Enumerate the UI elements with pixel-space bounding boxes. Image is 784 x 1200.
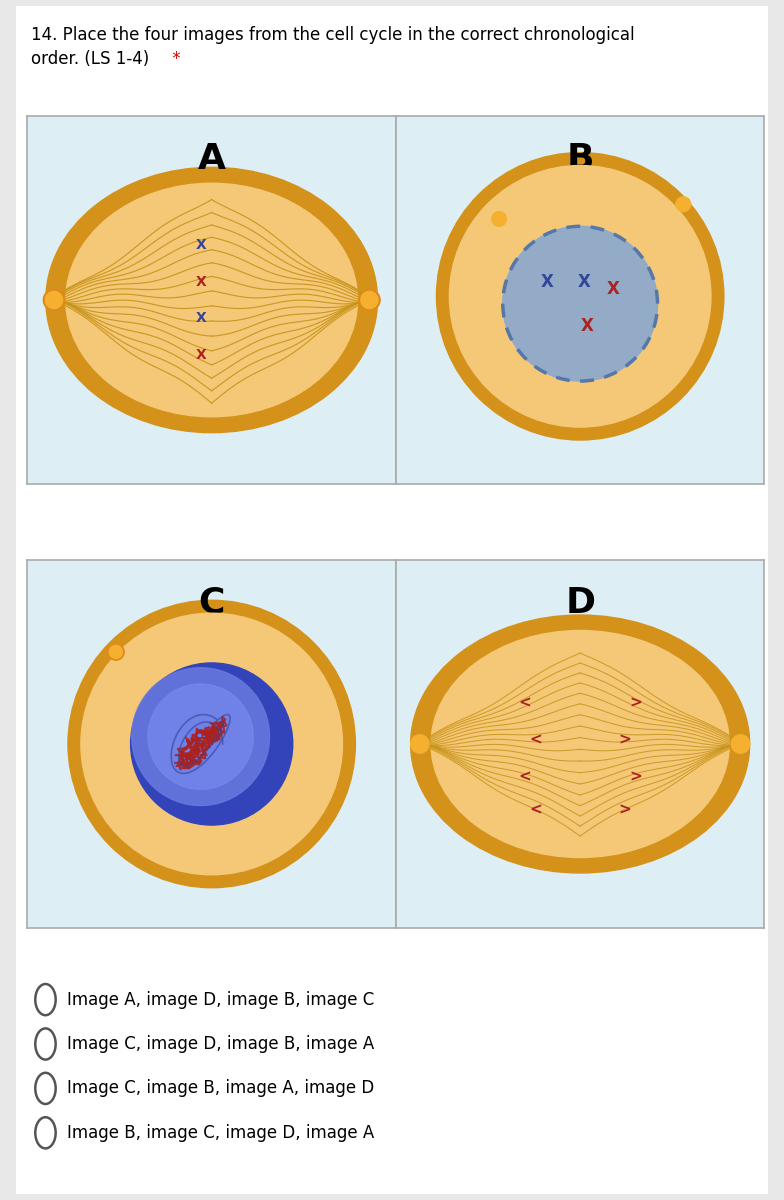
Text: >: > (629, 769, 642, 785)
Text: X: X (195, 312, 206, 325)
Circle shape (731, 734, 750, 754)
Text: <: < (529, 803, 543, 818)
Ellipse shape (66, 184, 358, 416)
Circle shape (132, 667, 270, 805)
Circle shape (437, 152, 724, 440)
Text: >: > (618, 733, 631, 748)
Text: X: X (607, 280, 620, 298)
Text: Image B, image C, image D, image A: Image B, image C, image D, image A (67, 1123, 374, 1142)
Text: X: X (540, 272, 554, 290)
Text: <: < (518, 769, 532, 785)
Ellipse shape (45, 167, 378, 433)
Circle shape (81, 613, 343, 875)
Circle shape (148, 684, 253, 790)
Text: X: X (581, 317, 594, 335)
Circle shape (44, 289, 64, 311)
Text: >: > (629, 696, 642, 710)
Circle shape (492, 211, 506, 227)
Circle shape (411, 734, 429, 754)
Text: <: < (518, 696, 532, 710)
Ellipse shape (411, 616, 750, 872)
Text: Image A, image D, image B, image C: Image A, image D, image B, image C (67, 991, 374, 1008)
Text: >: > (618, 803, 631, 818)
Text: order. (LS 1-4): order. (LS 1-4) (31, 50, 150, 68)
Ellipse shape (431, 630, 729, 858)
Circle shape (68, 600, 355, 888)
Circle shape (449, 166, 711, 427)
Circle shape (131, 662, 292, 826)
Text: Image C, image D, image B, image A: Image C, image D, image B, image A (67, 1034, 374, 1054)
Text: X: X (577, 272, 590, 290)
Text: C: C (198, 586, 225, 619)
Text: X: X (195, 238, 206, 252)
Circle shape (107, 643, 124, 660)
Text: 14. Place the four images from the cell cycle in the correct chronological: 14. Place the four images from the cell … (31, 26, 635, 44)
Text: <: < (529, 733, 543, 748)
Text: Image C, image B, image A, image D: Image C, image B, image A, image D (67, 1080, 374, 1097)
Text: X: X (195, 275, 206, 288)
Text: B: B (566, 142, 594, 175)
Circle shape (676, 197, 691, 211)
Text: *: * (166, 50, 180, 68)
Circle shape (359, 289, 379, 311)
Text: A: A (198, 142, 226, 175)
Text: X: X (195, 348, 206, 362)
Circle shape (503, 227, 658, 382)
Text: D: D (565, 586, 595, 619)
